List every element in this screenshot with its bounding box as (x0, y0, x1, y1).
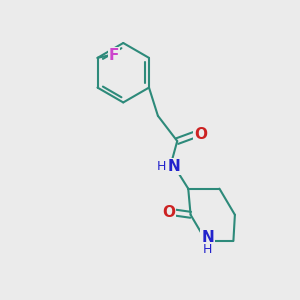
Text: N: N (201, 230, 214, 245)
Text: F: F (109, 48, 119, 63)
Text: O: O (194, 127, 207, 142)
Text: O: O (162, 205, 175, 220)
Text: H: H (203, 243, 212, 256)
Text: H: H (157, 160, 166, 173)
Text: N: N (168, 159, 181, 174)
